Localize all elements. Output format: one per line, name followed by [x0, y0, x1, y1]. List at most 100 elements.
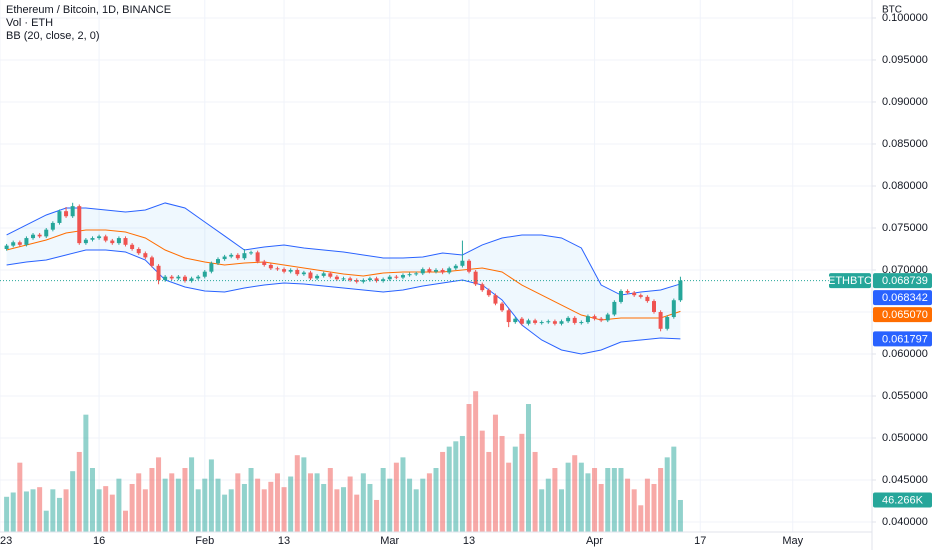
candle-body [130, 244, 135, 249]
candle-body [90, 238, 95, 240]
candle-body [17, 242, 22, 245]
candle-body [645, 296, 650, 302]
candle-body [414, 273, 419, 275]
y-tick-label: 0.055000 [882, 390, 928, 402]
volume-bar [664, 457, 670, 532]
volume-bar [644, 478, 650, 532]
volume-bar [63, 489, 69, 532]
candle-body [519, 318, 524, 324]
y-tick-label: 0.070000 [882, 264, 928, 276]
volume-bar [235, 473, 241, 532]
candle-body [526, 320, 531, 324]
volume-bar [539, 489, 545, 532]
candle-body [301, 272, 306, 275]
volume-bar [274, 473, 280, 532]
candle-body [638, 295, 643, 297]
chart-title: Ethereum / Bitcoin, 1D, BINANCE [6, 4, 171, 16]
volume-bar [552, 468, 558, 532]
volume-bar [294, 455, 300, 532]
candle-body [110, 240, 115, 244]
volume-bar [156, 457, 162, 532]
volume-bar [56, 497, 62, 532]
candle-body [599, 318, 604, 321]
candle-body [605, 314, 610, 321]
volume-bar [248, 468, 254, 532]
volume-bar [671, 446, 677, 532]
y-tick-label: 0.060000 [882, 348, 928, 360]
x-tick-label: Apr [586, 535, 603, 547]
volume-title: Vol · ETH [6, 17, 53, 29]
volume-bar [525, 404, 531, 532]
candle-body [31, 234, 36, 239]
candle-body [533, 320, 538, 323]
candle-body [473, 271, 478, 285]
y-unit: BTC [882, 5, 902, 16]
candle-body [407, 274, 412, 276]
candle-body [559, 321, 564, 324]
volume-bar [420, 478, 426, 532]
candle-body [11, 242, 16, 246]
candle-body [572, 317, 577, 323]
candle-body [566, 317, 571, 322]
candle-body [453, 265, 458, 269]
volume-bar [466, 404, 472, 532]
volume-bar [651, 483, 657, 532]
candle-body [579, 322, 584, 324]
candle-body [585, 316, 590, 323]
candle-body [64, 211, 69, 217]
volume-bar [17, 462, 23, 532]
candle-body [434, 269, 438, 272]
volume-bar [89, 468, 95, 532]
candle-body [652, 301, 656, 312]
candle-body [513, 318, 518, 323]
symbol-tag-label: ETHBTC [828, 275, 872, 287]
candle-body [592, 316, 597, 319]
candle-body [116, 238, 121, 244]
candle-body [506, 310, 511, 323]
volume-bar [585, 473, 591, 532]
volume-bar [142, 489, 148, 532]
band-line [6, 229, 681, 321]
volume-bar [360, 473, 366, 532]
volume-bar [162, 478, 168, 532]
candle-body [420, 269, 425, 274]
candle-body [308, 272, 313, 279]
candle-body [348, 278, 353, 281]
candle-body [394, 276, 399, 278]
candle-body [57, 211, 62, 223]
y-tick-label: 0.080000 [882, 180, 928, 192]
volume-bar [341, 487, 347, 532]
candle-body [625, 290, 630, 293]
volume-bar [195, 489, 201, 532]
y-tick-label: 0.095000 [882, 54, 928, 66]
candle-body [249, 252, 254, 254]
x-tick-label: 13 [278, 535, 290, 547]
volume-bar [347, 476, 353, 532]
volume-bar [492, 414, 498, 532]
volume-bar [129, 483, 135, 532]
candle-body [374, 278, 379, 281]
volume-bar [70, 471, 76, 532]
volume-bar [499, 435, 505, 532]
volume-bar [103, 486, 109, 532]
candle-body [176, 276, 181, 279]
volume-bar [30, 489, 36, 532]
y-tick-label: 0.075000 [882, 222, 928, 234]
volume-bar [380, 468, 386, 532]
plot-area [0, 202, 872, 532]
axes: 0.100000 0.095000 0.090000 0.085000 0.080000… [0, 12, 928, 547]
volume-bar [407, 478, 413, 532]
volume-bar [459, 435, 465, 532]
volume-bar [578, 462, 584, 532]
volume-bar [519, 433, 525, 532]
candle-body [123, 238, 128, 245]
volume-bar [222, 494, 228, 532]
candle-body [678, 280, 683, 301]
candle-body [202, 271, 207, 277]
candle-body [235, 254, 240, 259]
candle-body [328, 273, 333, 277]
volume-bar [453, 441, 459, 532]
volume-bar [175, 478, 181, 532]
candle-body [440, 269, 445, 273]
